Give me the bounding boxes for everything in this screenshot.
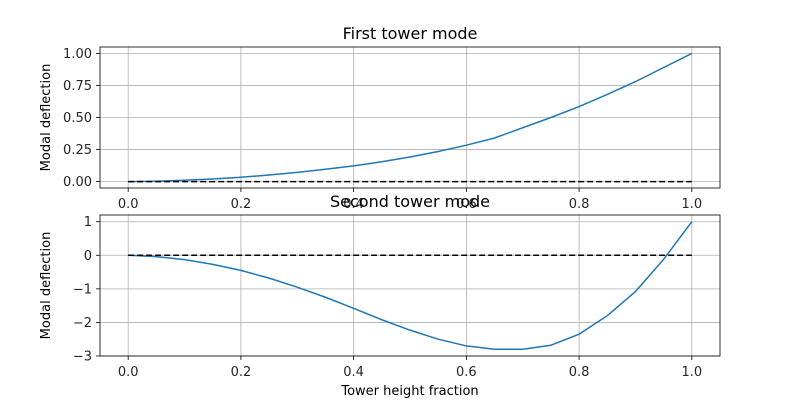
- y-tick-label: −2: [73, 316, 92, 331]
- x-tick-label: 0.6: [456, 197, 477, 212]
- chart-panel-2: 0.0 0.2 0.4 0.6 0.8 1.0 −3 −2 −1 0 1 Second tower m…: [39, 192, 721, 399]
- y-tick-label: −3: [73, 350, 92, 365]
- x-tick-label: 1.0: [681, 365, 702, 380]
- x-tick-label: 0.4: [343, 365, 364, 380]
- x-tick-label: 0.8: [569, 197, 590, 212]
- x-tick-label: 0.2: [231, 365, 252, 380]
- y-tick-label: 0.75: [63, 79, 92, 94]
- x-tick-label: 0.4: [343, 197, 364, 212]
- axes-frame: [99, 214, 721, 357]
- x-tick-label: 1.0: [681, 197, 702, 212]
- y-tick-label: 1: [84, 215, 92, 230]
- y-tick-label: 0: [84, 249, 92, 264]
- chart-title: First tower mode: [343, 24, 478, 43]
- y-tick-label: 0.00: [63, 175, 92, 190]
- x-axis-label: Tower height fraction: [340, 384, 478, 399]
- x-tick-label: 0.8: [569, 365, 590, 380]
- y-axis-label: Modal deflection: [39, 232, 54, 340]
- mode-shape-line: [128, 221, 693, 351]
- y-tick-label: 1.00: [63, 47, 92, 62]
- chart-title: Second tower mode: [330, 192, 490, 211]
- y-axis-label: Modal deflection: [39, 64, 54, 172]
- mode-shape-line: [128, 52, 693, 183]
- chart-panel-1: 0.0 0.2 0.4 0.6 0.8 1.0 0.00 0.25 0.50 0.75 1.00 Fi…: [39, 24, 721, 212]
- plot-area: [100, 215, 720, 356]
- y-tick-label: 0.25: [63, 143, 92, 158]
- x-tick-label: 0.2: [231, 197, 252, 212]
- y-tick-label: 0.50: [63, 111, 92, 126]
- x-tick-label: 0.0: [118, 365, 139, 380]
- x-tick-label: 0.6: [456, 365, 477, 380]
- x-tick-label: 0.0: [118, 197, 139, 212]
- y-tick-label: −1: [73, 282, 92, 297]
